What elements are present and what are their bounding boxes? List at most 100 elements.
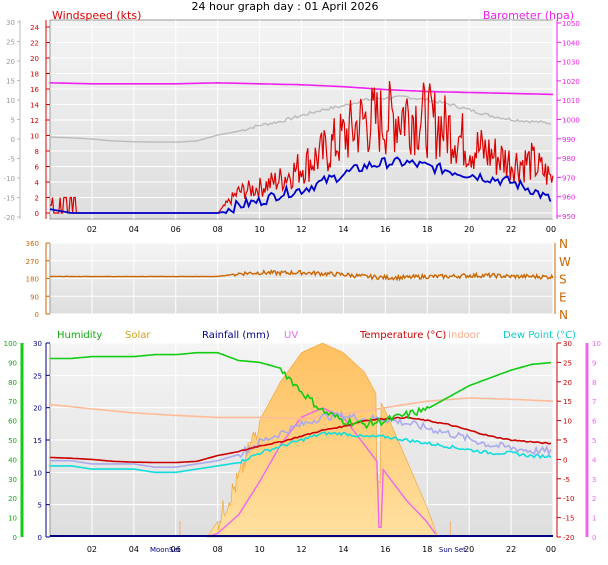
temperature-legend: Temperature (°C) <box>359 330 446 341</box>
bot-x-tick-label: 04 <box>129 545 139 554</box>
wind-tick-label: 18 <box>30 71 39 79</box>
temperature-grey-line <box>50 95 552 143</box>
top-x-tick-label: 22 <box>506 225 516 234</box>
wind-tick-label: 22 <box>30 40 39 48</box>
outer-left-tick-label: 25 <box>6 39 15 47</box>
baro-tick-label: 980 <box>562 155 575 163</box>
top-x-tick-label: 12 <box>296 225 306 234</box>
wind-tick-label: 14 <box>30 102 39 110</box>
humidity-tick-label: 80 <box>8 379 17 387</box>
bot-x-tick-label: 08 <box>213 545 223 554</box>
left-tick-label: 30 <box>33 340 42 348</box>
baro-tick-label: 960 <box>562 194 575 202</box>
uv-legend: UV <box>284 330 298 341</box>
compass-label: N <box>559 308 568 322</box>
dir-tick-label: 360 <box>26 240 39 248</box>
wind-tick-label: 16 <box>30 86 39 94</box>
uv-tick-label: 4 <box>592 456 597 464</box>
compass-label: W <box>559 255 571 269</box>
top-x-tick-label: 14 <box>338 225 348 234</box>
left-tick-label: 25 <box>33 372 42 380</box>
uv-tick-label: 2 <box>592 495 596 503</box>
dir-tick-label: 270 <box>26 258 39 266</box>
humidity-tick-label: 20 <box>8 495 17 503</box>
rainfall-legend: Rainfall (mm) <box>202 330 270 341</box>
outer-left-tick-label: 5 <box>11 117 15 125</box>
solar-legend: Solar <box>125 330 151 341</box>
top-x-tick-label: 00 <box>546 225 556 234</box>
outer-left-tick-label: 15 <box>6 78 15 86</box>
humidity-tick-label: 40 <box>8 456 17 464</box>
bot-x-tick-label: 00 <box>546 545 556 554</box>
wind-tick-label: 20 <box>30 55 39 63</box>
dir-tick-label: 180 <box>26 276 39 284</box>
wind-tick-label: 0 <box>35 210 39 218</box>
bot-x-tick-label: 20 <box>464 545 474 554</box>
wind-average-line <box>49 156 552 215</box>
baro-tick-label: 990 <box>562 136 575 144</box>
dir-tick-label: 0 <box>35 311 39 319</box>
top-x-tick-label: 02 <box>87 225 97 234</box>
windspeed-legend: Windspeed (kts) <box>52 9 141 22</box>
humidity-tick-label: 10 <box>8 515 17 523</box>
left-tick-label: 20 <box>33 405 42 413</box>
temp-tick-label: -15 <box>563 515 574 523</box>
uv-tick-label: 7 <box>592 398 596 406</box>
humidity-tick-label: 0 <box>13 534 17 542</box>
outer-left-tick-label: -20 <box>4 214 15 222</box>
wind-direction-line <box>50 269 554 282</box>
uv-tick-label: 10 <box>592 340 601 348</box>
baro-tick-label: 1020 <box>562 78 580 86</box>
indoor-line <box>49 397 554 420</box>
wind-tick-label: 6 <box>35 164 40 172</box>
baro-tick-label: 1010 <box>562 97 580 105</box>
temp-tick-label: 20 <box>563 379 572 387</box>
temp-tick-label: -20 <box>563 534 574 542</box>
left-tick-label: 10 <box>33 469 42 477</box>
humidity-tick-label: 70 <box>8 398 17 406</box>
baro-tick-label: 1030 <box>562 59 580 67</box>
barometer-line <box>49 81 554 96</box>
left-tick-label: 5 <box>38 502 42 510</box>
outer-left-tick-label: 20 <box>6 58 15 66</box>
apparent-temp-line <box>50 409 552 469</box>
humidity-tick-label: 90 <box>8 359 17 367</box>
bot-x-tick-label: 12 <box>296 545 306 554</box>
left-tick-label: 15 <box>33 437 42 445</box>
temp-tick-label: 5 <box>563 437 567 445</box>
outer-left-tick-label: 10 <box>6 97 15 105</box>
compass-label: S <box>559 273 567 287</box>
humidity-legend: Humidity <box>57 330 102 341</box>
humidity-tick-label: 100 <box>4 340 17 348</box>
outer-left-tick-label: -10 <box>4 175 15 183</box>
temp-tick-label: 30 <box>563 340 572 348</box>
top-x-tick-label: 06 <box>171 225 181 234</box>
outer-left-tick-label: 30 <box>6 19 15 27</box>
bot-x-tick-label: 18 <box>422 545 432 554</box>
baro-tick-label: 1050 <box>562 20 580 28</box>
uv-tick-label: 6 <box>592 418 597 426</box>
baro-tick-label: 950 <box>562 213 575 221</box>
wind-tick-label: 2 <box>35 195 39 203</box>
outer-left-tick-label: -15 <box>4 195 15 203</box>
outer-left-tick-label: -5 <box>8 156 15 164</box>
top-x-tick-label: 08 <box>213 225 223 234</box>
baro-tick-label: 970 <box>562 174 575 182</box>
humidity-tick-label: 50 <box>8 437 17 445</box>
barometer-legend: Barometer (hpa) <box>483 9 574 22</box>
uv-tick-label: 9 <box>592 359 596 367</box>
wind-tick-label: 4 <box>35 179 40 187</box>
bot-x-tick-label: 02 <box>87 545 97 554</box>
dewpoint-legend: Dew Point (°C) <box>503 330 576 341</box>
bot-x-tick-label: 06 <box>171 545 181 554</box>
humidity-tick-label: 30 <box>8 476 17 484</box>
bot-x-tick-label: 16 <box>380 545 390 554</box>
outer-left-tick-label: 0 <box>11 136 15 144</box>
temp-tick-label: 10 <box>563 418 572 426</box>
wind-tick-label: 10 <box>30 133 39 141</box>
top-x-tick-label: 10 <box>254 225 264 234</box>
compass-label: E <box>559 290 567 304</box>
top-x-tick-label: 20 <box>464 225 474 234</box>
bot-x-tick-label: 14 <box>338 545 348 554</box>
